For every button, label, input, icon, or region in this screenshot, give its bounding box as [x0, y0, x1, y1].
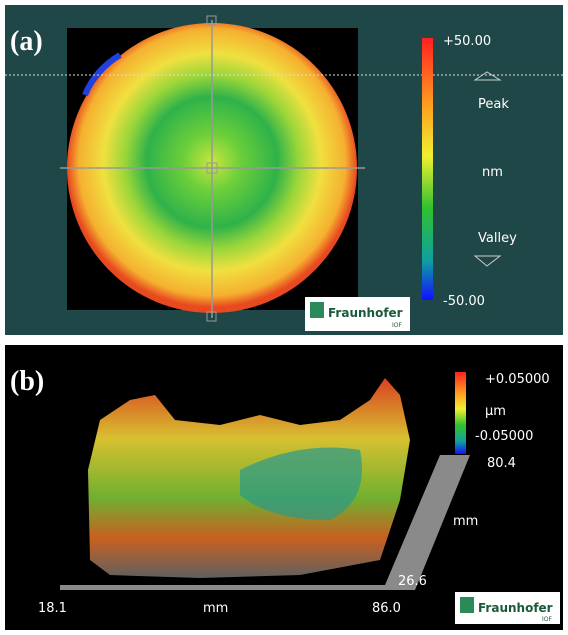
panel-label: (b): [10, 366, 44, 397]
scale-min: -0.05000: [475, 429, 533, 444]
figure: (a) +50.00 Peak nm Valley -50.00 Fraunho…: [0, 0, 568, 635]
y-unit: mm: [453, 514, 478, 529]
x-max: 86.0: [372, 601, 401, 616]
x-unit: mm: [203, 601, 228, 616]
y-min: 26.6: [398, 574, 427, 589]
scale-max: +50.00: [443, 34, 491, 49]
x-min: 18.1: [38, 601, 67, 616]
y-max: 80.4: [487, 456, 516, 471]
peak-label: Peak: [478, 97, 509, 112]
unit-label: nm: [482, 165, 503, 180]
colorbar: [455, 372, 466, 454]
scale-max: +0.05000: [485, 372, 550, 387]
logo-sub: IOF: [392, 322, 402, 329]
logo-sub: IOF: [542, 616, 552, 623]
logo-text: Fraunhofer: [328, 306, 403, 320]
logo-icon: [310, 302, 324, 318]
colorbar: [422, 38, 433, 300]
logo-icon: [460, 597, 474, 613]
valley-label: Valley: [478, 231, 517, 246]
logo-text: Fraunhofer: [478, 601, 553, 615]
scale-min: -50.00: [443, 294, 485, 309]
unit-label: µm: [485, 404, 506, 419]
panel-label: (a): [10, 26, 43, 57]
